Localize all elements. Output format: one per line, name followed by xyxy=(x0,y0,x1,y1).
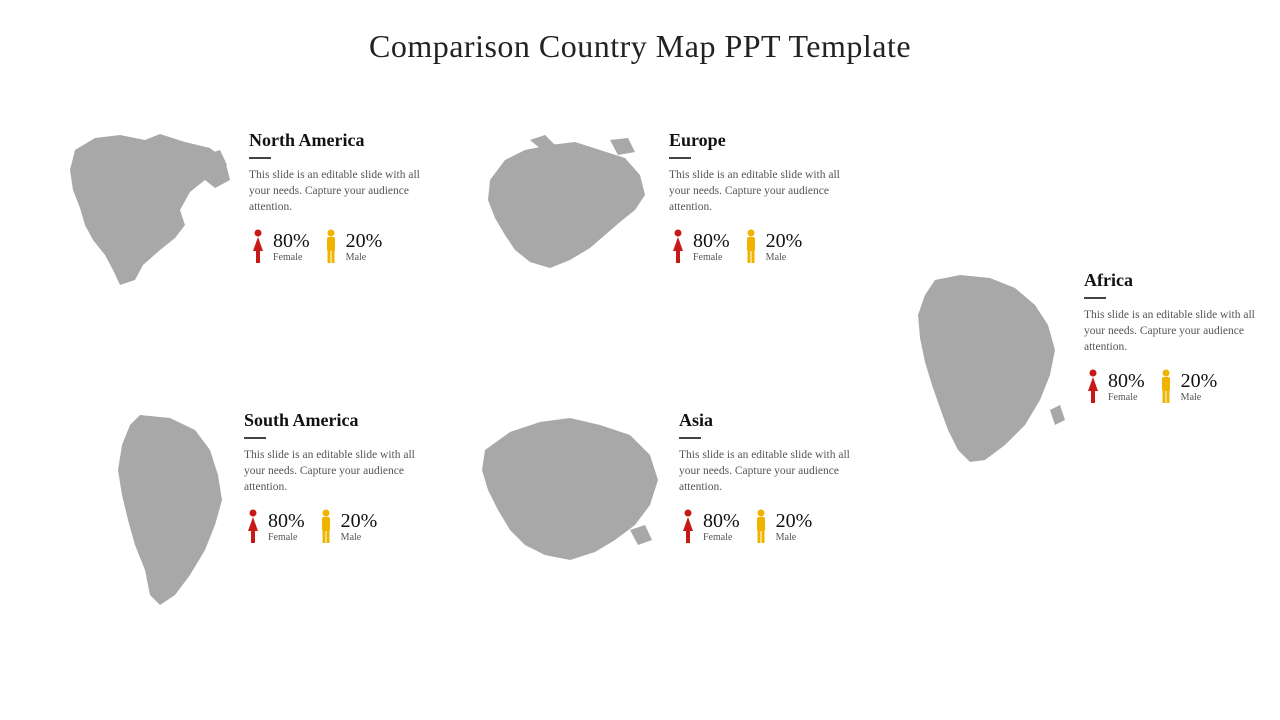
female-person-icon xyxy=(1084,369,1102,405)
region-description: This slide is an editable slide with all… xyxy=(1084,307,1259,355)
stat-female: 80%Female xyxy=(679,509,740,545)
female-pct: 80% xyxy=(268,511,305,531)
region-description: This slide is an editable slide with all… xyxy=(679,447,854,495)
male-label: Male xyxy=(766,252,803,263)
female-pct: 80% xyxy=(703,511,740,531)
male-person-icon xyxy=(742,229,760,265)
female-pct: 80% xyxy=(693,231,730,251)
female-label: Female xyxy=(268,532,305,543)
female-label: Female xyxy=(1108,392,1145,403)
divider xyxy=(249,157,271,159)
region-title: Asia xyxy=(679,410,854,431)
map-africa-icon xyxy=(900,270,1070,475)
female-pct: 80% xyxy=(273,231,310,251)
stat-female: 80%Female xyxy=(1084,369,1145,405)
stats-row: 80%Female 20%Male xyxy=(249,229,424,265)
female-pct: 80% xyxy=(1108,371,1145,391)
female-label: Female xyxy=(273,252,310,263)
region-europe: Europe This slide is an editable slide w… xyxy=(470,130,844,295)
map-south-america-icon xyxy=(100,410,230,615)
stats-row: 80%Female 20%Male xyxy=(669,229,844,265)
stat-male: 20%Male xyxy=(1157,369,1218,405)
female-label: Female xyxy=(693,252,730,263)
region-title: Europe xyxy=(669,130,844,151)
divider xyxy=(669,157,691,159)
male-person-icon xyxy=(752,509,770,545)
divider xyxy=(679,437,701,439)
region-title: South America xyxy=(244,410,419,431)
region-south-america: South America This slide is an editable … xyxy=(100,410,419,615)
map-asia-icon xyxy=(470,410,665,585)
page-title: Comparison Country Map PPT Template xyxy=(0,0,1280,65)
stat-male: 20%Male xyxy=(317,509,378,545)
female-person-icon xyxy=(669,229,687,265)
male-person-icon xyxy=(1157,369,1175,405)
stat-male: 20%Male xyxy=(322,229,383,265)
male-label: Male xyxy=(1181,392,1218,403)
region-description: This slide is an editable slide with all… xyxy=(244,447,419,495)
region-north-america: North America This slide is an editable … xyxy=(65,130,424,295)
female-person-icon xyxy=(244,509,262,545)
male-pct: 20% xyxy=(341,511,378,531)
region-title: Africa xyxy=(1084,270,1259,291)
stat-female: 80%Female xyxy=(244,509,305,545)
region-description: This slide is an editable slide with all… xyxy=(669,167,844,215)
male-pct: 20% xyxy=(1181,371,1218,391)
stat-female: 80%Female xyxy=(249,229,310,265)
female-label: Female xyxy=(703,532,740,543)
male-pct: 20% xyxy=(346,231,383,251)
region-asia: Asia This slide is an editable slide wit… xyxy=(470,410,854,585)
male-label: Male xyxy=(776,532,813,543)
stats-row: 80%Female 20%Male xyxy=(244,509,419,545)
male-label: Male xyxy=(341,532,378,543)
male-pct: 20% xyxy=(766,231,803,251)
stat-female: 80%Female xyxy=(669,229,730,265)
map-europe-icon xyxy=(470,130,655,295)
stat-male: 20%Male xyxy=(742,229,803,265)
map-north-america-icon xyxy=(65,130,235,295)
region-title: North America xyxy=(249,130,424,151)
divider xyxy=(1084,297,1106,299)
region-description: This slide is an editable slide with all… xyxy=(249,167,424,215)
stats-row: 80%Female 20%Male xyxy=(1084,369,1259,405)
stats-row: 80%Female 20%Male xyxy=(679,509,854,545)
male-person-icon xyxy=(317,509,335,545)
divider xyxy=(244,437,266,439)
male-person-icon xyxy=(322,229,340,265)
female-person-icon xyxy=(679,509,697,545)
region-africa: Africa This slide is an editable slide w… xyxy=(900,270,1259,475)
male-label: Male xyxy=(346,252,383,263)
female-person-icon xyxy=(249,229,267,265)
stat-male: 20%Male xyxy=(752,509,813,545)
male-pct: 20% xyxy=(776,511,813,531)
